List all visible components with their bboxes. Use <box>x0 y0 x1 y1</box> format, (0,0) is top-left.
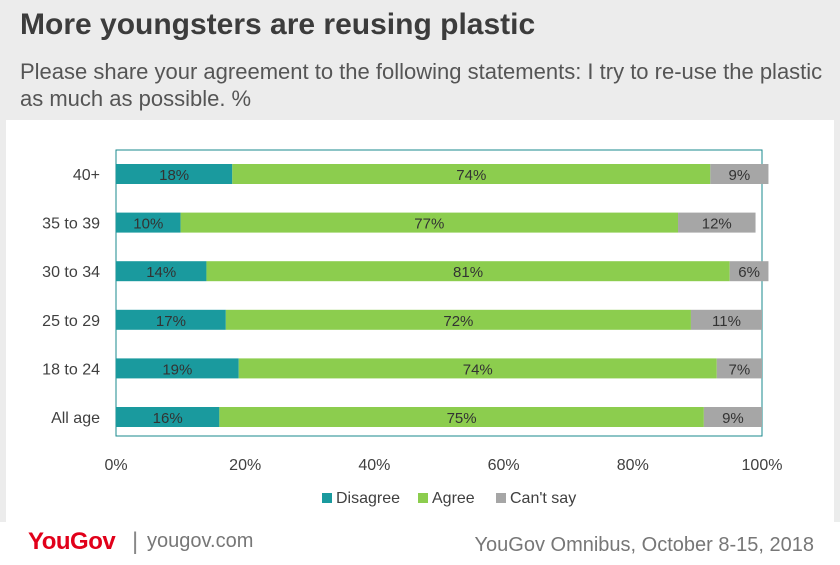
data-label: 17% <box>156 313 186 330</box>
category-label: 25 to 29 <box>42 313 100 330</box>
data-label: 9% <box>722 410 744 427</box>
source-note: YouGov Omnibus, October 8-15, 2018 <box>474 534 814 556</box>
data-label: 18% <box>159 167 189 184</box>
category-label: 40+ <box>73 167 100 184</box>
data-label: 12% <box>702 216 732 233</box>
bar-agree <box>238 358 717 379</box>
bar-disagree <box>116 358 239 379</box>
x-tick-label: 60% <box>488 457 520 474</box>
bar-disagree <box>116 309 226 330</box>
legend-swatch <box>496 493 506 503</box>
data-label: 10% <box>133 216 163 233</box>
legend-label: Can't say <box>510 490 576 507</box>
data-label: 75% <box>447 410 477 427</box>
header: More youngsters are reusing plastic Plea… <box>0 0 840 120</box>
x-tick-label: 100% <box>742 457 783 474</box>
bar-disagree <box>116 164 233 184</box>
bar-disagree <box>116 261 207 282</box>
category-label: All age <box>51 410 100 427</box>
bar-can-t-say <box>703 407 762 427</box>
bar-can-t-say <box>716 358 762 379</box>
bar-disagree <box>116 407 220 427</box>
stacked-bar-chart: 40+ 18% 74% 9% 35 to 39 10% 77% 12% 30 to 34 14% 8… <box>42 149 783 507</box>
bar-agree <box>206 261 730 282</box>
data-label: 74% <box>463 361 493 378</box>
bar-can-t-say <box>678 212 756 233</box>
bar-can-t-say <box>710 164 769 184</box>
data-label: 74% <box>456 167 486 184</box>
data-label: 11% <box>712 313 741 330</box>
bar-can-t-say <box>690 309 762 330</box>
bar-agree <box>219 407 704 427</box>
chart-panel: 40+ 18% 74% 9% 35 to 39 10% 77% 12% 30 to 34 14% 8… <box>6 120 834 522</box>
legend-swatch <box>322 493 332 503</box>
data-label: 72% <box>443 313 473 330</box>
x-tick-label: 0% <box>104 457 127 474</box>
data-label: 9% <box>729 167 751 184</box>
footer-separator: | <box>132 528 139 555</box>
data-label: 19% <box>162 361 192 378</box>
x-tick-label: 80% <box>617 457 649 474</box>
data-label: 16% <box>153 410 183 427</box>
data-label: 7% <box>729 361 751 378</box>
footer: YouGov | yougov.com YouGov Omnibus, Octo… <box>0 522 840 565</box>
legend-label: Disagree <box>336 490 400 507</box>
bar-disagree <box>116 212 181 233</box>
bar-agree <box>225 309 691 330</box>
data-label: 6% <box>738 264 760 281</box>
bar-agree <box>180 212 679 233</box>
x-tick-label: 40% <box>358 457 390 474</box>
data-label: 14% <box>146 264 176 281</box>
bar-agree <box>232 164 711 184</box>
bar-can-t-say <box>729 261 769 282</box>
plot-frame <box>115 149 763 437</box>
legend-label: Agree <box>432 490 475 507</box>
data-label: 77% <box>414 216 444 233</box>
x-tick-label: 20% <box>229 457 261 474</box>
category-label: 30 to 34 <box>42 264 100 281</box>
legend-swatch <box>418 493 428 503</box>
data-label: 81% <box>453 264 483 281</box>
category-label: 18 to 24 <box>42 361 100 378</box>
site-url: yougov.com <box>147 530 254 552</box>
yougov-logo: YouGov <box>28 528 116 555</box>
chart-title: More youngsters are reusing plastic <box>20 8 536 41</box>
chart-subtitle: Please share your agreement to the follo… <box>20 59 823 111</box>
category-label: 35 to 39 <box>42 216 100 233</box>
